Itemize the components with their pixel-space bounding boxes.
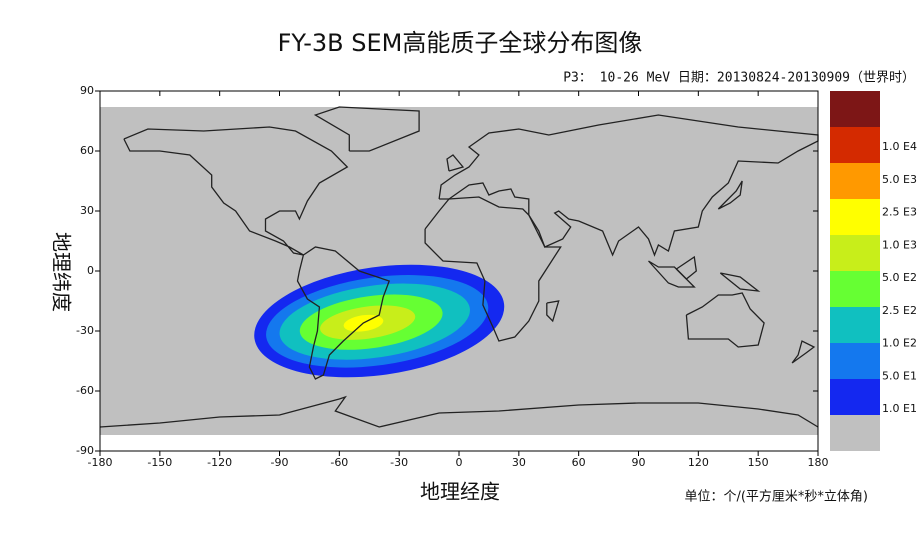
- x-tick-label: 120: [688, 456, 709, 469]
- colorbar-swatch: [830, 163, 880, 199]
- coastline: [424, 196, 562, 342]
- colorbar-swatch: [830, 127, 880, 163]
- coastline: [717, 180, 743, 210]
- colorbar-swatch: [830, 199, 880, 235]
- colorbar-label: 2.5 E3: [882, 206, 917, 219]
- y-tick-label: -30: [76, 324, 94, 337]
- coastline: [719, 272, 761, 292]
- colorbar-swatch: [830, 91, 880, 127]
- y-tick-label: -90: [76, 444, 94, 457]
- colorbar-label: 1.0 E2: [882, 337, 917, 350]
- y-tick-label: 30: [80, 204, 94, 217]
- colorbar-label: 2.5 E2: [882, 304, 917, 317]
- coastline: [446, 154, 465, 172]
- colorbar-label: 5.0 E1: [882, 369, 917, 382]
- x-tick-label: -90: [271, 456, 289, 469]
- x-tick-label: 30: [512, 456, 526, 469]
- x-axis-label: 地理经度: [420, 480, 500, 504]
- y-axis-label: 地理纬度: [50, 232, 74, 312]
- colorbar-swatch: [830, 271, 880, 307]
- coastline: [546, 300, 560, 323]
- y-tick-label: 60: [80, 144, 94, 157]
- x-tick-label: 150: [748, 456, 769, 469]
- colorbar-swatch: [830, 343, 880, 379]
- colorbar-swatch: [830, 235, 880, 271]
- x-tick-label: -120: [207, 456, 232, 469]
- y-tick-label: 0: [87, 264, 94, 277]
- x-tick-label: -30: [390, 456, 408, 469]
- chart-subtitle: P3： 10-26 MeV 日期：20130824-20130909（世界时）: [563, 71, 915, 86]
- coastline: [99, 395, 819, 428]
- x-tick-label: 60: [572, 456, 586, 469]
- chart-title: FY-3B SEM高能质子全球分布图像: [278, 29, 643, 57]
- colorbar-label: 5.0 E2: [882, 271, 917, 284]
- colorbar-label: 5.0 E3: [882, 173, 917, 186]
- x-tick-label: 180: [808, 456, 829, 469]
- x-tick-label: 90: [632, 456, 646, 469]
- x-tick-label: -180: [88, 456, 113, 469]
- x-tick-label: 0: [456, 456, 463, 469]
- coastline: [675, 255, 697, 280]
- y-tick-label: -60: [76, 384, 94, 397]
- colorbar-label: 1.0 E3: [882, 238, 917, 251]
- coastline: [648, 260, 696, 288]
- unit-label: 单位：个/(平方厘米*秒*立体角): [684, 489, 868, 505]
- x-tick-label: -60: [330, 456, 348, 469]
- coastline: [685, 292, 765, 348]
- colorbar-swatch: [830, 415, 880, 451]
- colorbar-label: 1.0 E4: [882, 140, 917, 153]
- coastline: [438, 114, 819, 257]
- colorbar-swatch: [830, 307, 880, 343]
- colorbar-swatch: [830, 379, 880, 415]
- colorbar-label: 1.0 E1: [882, 402, 917, 415]
- x-tick-label: -150: [147, 456, 172, 469]
- y-tick-label: 90: [80, 84, 94, 97]
- coastline: [313, 106, 420, 152]
- coastline: [123, 126, 349, 256]
- coastline: [791, 340, 816, 364]
- coastline: [296, 246, 391, 380]
